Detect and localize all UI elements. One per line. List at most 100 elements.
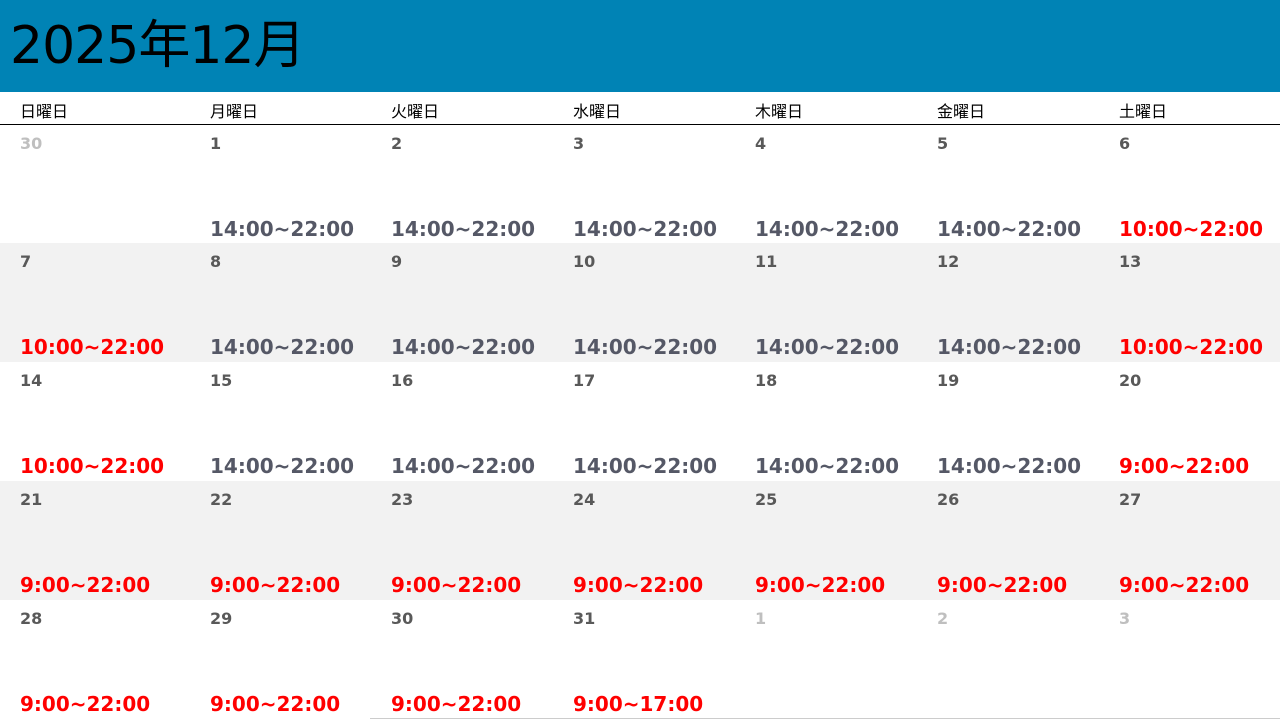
- opening-hours: 14:00~22:00: [391, 335, 536, 359]
- opening-hours: 10:00~22:00: [1119, 217, 1264, 241]
- weekday-label: 土曜日: [1119, 102, 1168, 121]
- weekday-label: 日曜日: [20, 102, 69, 121]
- weekday-label: 水曜日: [573, 102, 622, 121]
- day-cell[interactable]: 22 9:00~22:00: [210, 481, 390, 600]
- day-number: 3: [573, 134, 585, 153]
- day-number: 17: [573, 371, 596, 390]
- day-number: 31: [573, 609, 596, 628]
- weekday-label: 金曜日: [937, 102, 986, 121]
- day-cell[interactable]: 8 14:00~22:00: [210, 243, 390, 362]
- opening-hours: 9:00~22:00: [391, 692, 522, 716]
- day-cell[interactable]: 2: [937, 600, 1117, 719]
- day-cell[interactable]: 7 10:00~22:00: [20, 243, 200, 362]
- day-cell[interactable]: 2 14:00~22:00: [391, 125, 571, 244]
- day-cell[interactable]: 17 14:00~22:00: [573, 362, 753, 481]
- day-cell[interactable]: 21 9:00~22:00: [20, 481, 200, 600]
- week-row: 14 10:00~22:00 15 14:00~22:00 16 14:00~22:00 1…: [0, 362, 1280, 481]
- day-cell[interactable]: 9 14:00~22:00: [391, 243, 571, 362]
- day-cell[interactable]: 3: [1119, 600, 1280, 719]
- day-cell[interactable]: 23 9:00~22:00: [391, 481, 571, 600]
- opening-hours: 14:00~22:00: [755, 217, 900, 241]
- weekday-label: 木曜日: [755, 102, 804, 121]
- opening-hours: 14:00~22:00: [573, 335, 718, 359]
- month-title: 2025年12月: [10, 16, 306, 76]
- opening-hours: 9:00~22:00: [1119, 573, 1250, 597]
- day-cell[interactable]: 4 14:00~22:00: [755, 125, 935, 244]
- opening-hours: 9:00~22:00: [210, 692, 341, 716]
- day-cell[interactable]: 28 9:00~22:00: [20, 600, 200, 719]
- opening-hours: 14:00~22:00: [210, 454, 355, 478]
- day-number: 19: [937, 371, 960, 390]
- day-cell[interactable]: 31 9:00~17:00: [573, 600, 753, 719]
- day-cell[interactable]: 1 14:00~22:00: [210, 125, 390, 244]
- day-cell[interactable]: 24 9:00~22:00: [573, 481, 753, 600]
- opening-hours: 9:00~22:00: [210, 573, 341, 597]
- day-cell[interactable]: 27 9:00~22:00: [1119, 481, 1280, 600]
- day-number: 1: [210, 134, 222, 153]
- day-number: 1: [755, 609, 767, 628]
- day-number: 26: [937, 490, 960, 509]
- day-number: 23: [391, 490, 414, 509]
- day-cell[interactable]: 29 9:00~22:00: [210, 600, 390, 719]
- day-cell[interactable]: 10 14:00~22:00: [573, 243, 753, 362]
- weekday-header-row: 日曜日 月曜日 火曜日 水曜日 木曜日 金曜日 土曜日: [0, 92, 1280, 125]
- day-number: 15: [210, 371, 233, 390]
- day-cell[interactable]: 1: [755, 600, 935, 719]
- opening-hours: 9:00~22:00: [755, 573, 886, 597]
- day-number: 14: [20, 371, 43, 390]
- day-number: 3: [1119, 609, 1131, 628]
- day-cell[interactable]: 5 14:00~22:00: [937, 125, 1117, 244]
- day-number: 5: [937, 134, 949, 153]
- day-number: 28: [20, 609, 43, 628]
- opening-hours: 9:00~22:00: [391, 573, 522, 597]
- day-cell[interactable]: 26 9:00~22:00: [937, 481, 1117, 600]
- day-number: 9: [391, 252, 403, 271]
- weekday-label: 月曜日: [210, 102, 259, 121]
- day-number: 30: [391, 609, 414, 628]
- day-number: 21: [20, 490, 43, 509]
- weekday-label: 火曜日: [391, 102, 440, 121]
- day-cell[interactable]: 25 9:00~22:00: [755, 481, 935, 600]
- opening-hours: 9:00~22:00: [20, 692, 151, 716]
- day-number: 30: [20, 134, 43, 153]
- opening-hours: 9:00~17:00: [573, 692, 704, 716]
- day-number: 29: [210, 609, 233, 628]
- opening-hours: 14:00~22:00: [937, 454, 1082, 478]
- day-cell[interactable]: 13 10:00~22:00: [1119, 243, 1280, 362]
- day-cell[interactable]: 20 9:00~22:00: [1119, 362, 1280, 481]
- opening-hours: 14:00~22:00: [391, 217, 536, 241]
- day-cell[interactable]: 30: [20, 125, 200, 244]
- calendar-header: 2025年12月: [0, 0, 1280, 92]
- day-number: 6: [1119, 134, 1131, 153]
- opening-hours: 10:00~22:00: [20, 454, 165, 478]
- day-cell[interactable]: 6 10:00~22:00: [1119, 125, 1280, 244]
- day-cell[interactable]: 30 9:00~22:00: [391, 600, 571, 719]
- day-cell[interactable]: 12 14:00~22:00: [937, 243, 1117, 362]
- day-number: 12: [937, 252, 960, 271]
- day-number: 16: [391, 371, 414, 390]
- day-cell[interactable]: 14 10:00~22:00: [20, 362, 200, 481]
- opening-hours: 9:00~22:00: [937, 573, 1068, 597]
- day-number: 22: [210, 490, 233, 509]
- day-number: 4: [755, 134, 767, 153]
- day-cell[interactable]: 15 14:00~22:00: [210, 362, 390, 481]
- day-number: 20: [1119, 371, 1142, 390]
- day-cell[interactable]: 19 14:00~22:00: [937, 362, 1117, 481]
- divider: [370, 718, 1280, 719]
- day-cell[interactable]: 18 14:00~22:00: [755, 362, 935, 481]
- day-number: 25: [755, 490, 778, 509]
- day-cell[interactable]: 3 14:00~22:00: [573, 125, 753, 244]
- opening-hours: 14:00~22:00: [755, 335, 900, 359]
- opening-hours: 9:00~22:00: [20, 573, 151, 597]
- week-row: 30 1 14:00~22:00 2 14:00~22:00 3 14:00~22:00 4 1…: [0, 125, 1280, 244]
- opening-hours: 14:00~22:00: [391, 454, 536, 478]
- day-cell[interactable]: 11 14:00~22:00: [755, 243, 935, 362]
- day-cell[interactable]: 16 14:00~22:00: [391, 362, 571, 481]
- opening-hours: 14:00~22:00: [755, 454, 900, 478]
- opening-hours: 14:00~22:00: [937, 335, 1082, 359]
- day-number: 27: [1119, 490, 1142, 509]
- opening-hours: 10:00~22:00: [1119, 335, 1264, 359]
- opening-hours: 14:00~22:00: [937, 217, 1082, 241]
- day-number: 10: [573, 252, 596, 271]
- day-number: 8: [210, 252, 222, 271]
